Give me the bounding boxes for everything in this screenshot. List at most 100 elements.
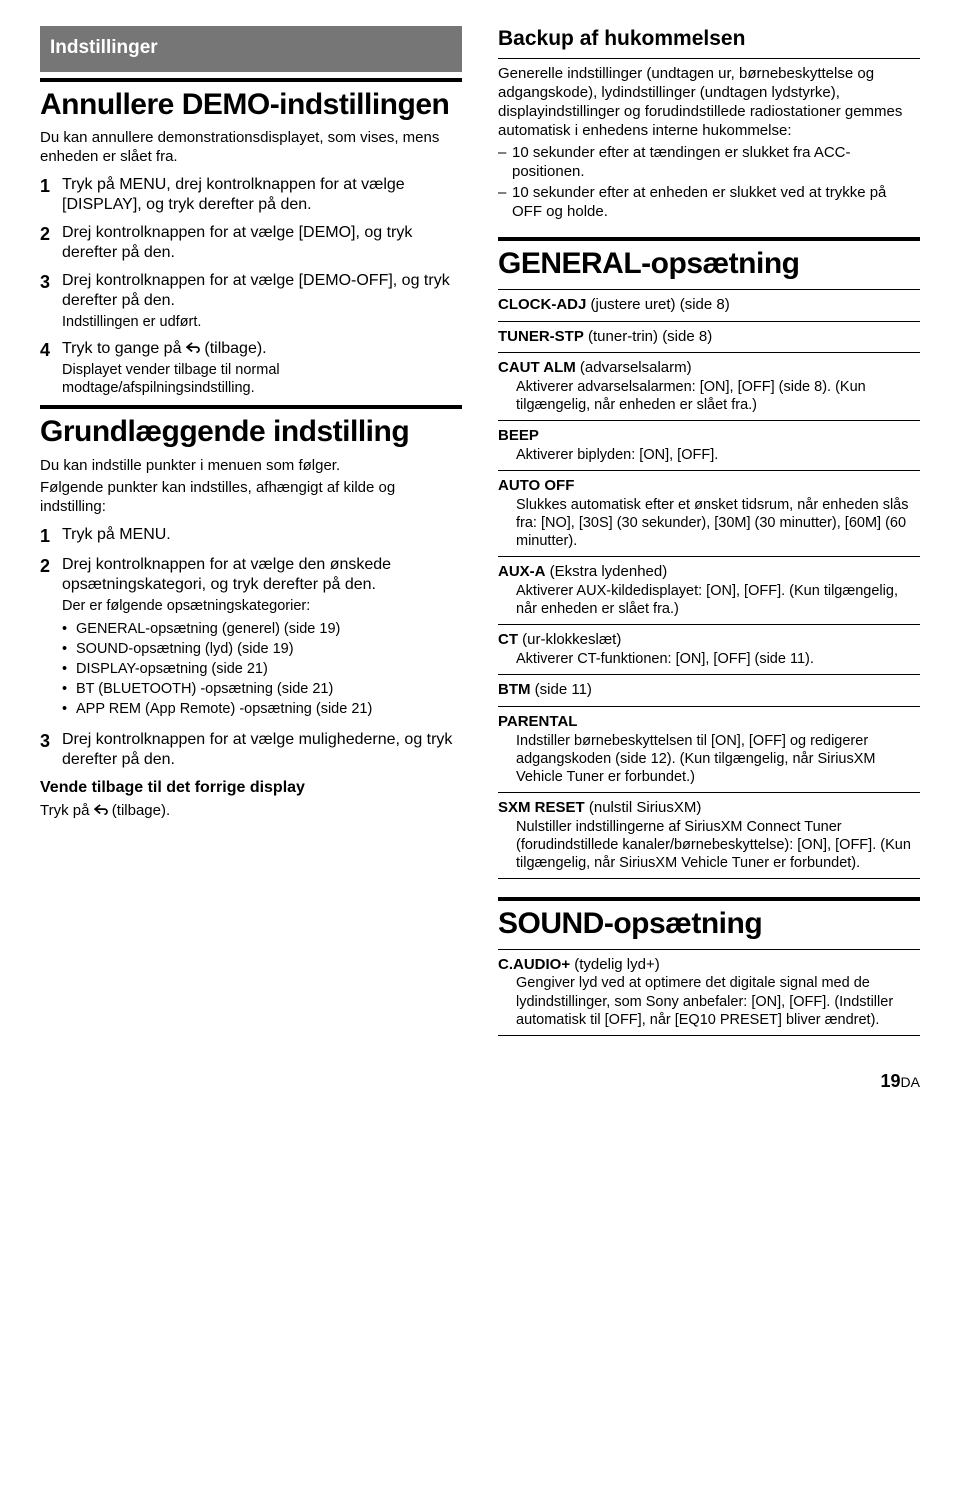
step-subtext: Der er følgende opsætningskategorier:: [62, 597, 462, 615]
setting-title-line: AUTO OFF: [498, 477, 920, 496]
step-text: Drej kontrolknappen for at vælge den øns…: [62, 555, 462, 595]
setting-title: CT: [498, 631, 518, 648]
setting-title-line: CT (ur-klokkeslæt): [498, 631, 920, 650]
bullet-text: APP REM (App Remote) -opsætning (side 21…: [76, 700, 372, 718]
setting-title: AUTO OFF: [498, 477, 574, 494]
divider: [498, 949, 920, 950]
setting-title-line: BEEP: [498, 427, 920, 446]
dash-item: –10 sekunder efter at tændingen er slukk…: [498, 144, 920, 182]
bullet-text: DISPLAY-opsætning (side 21): [76, 660, 268, 678]
step: 1 Tryk på MENU, drej kontrolknappen for …: [40, 175, 462, 215]
heading-backup: Backup af hukommelsen: [498, 26, 920, 52]
step-number: 1: [40, 175, 62, 215]
step: 3 Drej kontrolknappen for at vælge [DEMO…: [40, 271, 462, 331]
back-text: Tryk på (tilbage).: [40, 802, 462, 821]
setting-title-line: CAUT ALM (advarselsalarm): [498, 359, 920, 378]
back-text-pre: Tryk på: [40, 802, 94, 819]
dash-item: –10 sekunder efter at enheden er slukket…: [498, 184, 920, 222]
dash-icon: –: [498, 184, 512, 222]
step: 1 Tryk på MENU.: [40, 525, 462, 548]
setting-title-line: TUNER-STP (tuner-trin) (side 8): [498, 328, 920, 347]
setting-description: Aktiverer advarselsalarmen: [ON], [OFF] …: [516, 378, 920, 414]
divider: [498, 792, 920, 793]
setting-description: Slukkes automatisk efter et ønsket tidsr…: [516, 496, 920, 550]
step-text: Tryk på MENU, drej kontrolknappen for at…: [62, 175, 462, 215]
setting-title: CLOCK-ADJ: [498, 296, 586, 313]
step-number: 2: [40, 555, 62, 722]
setting-description: Aktiverer CT-funktionen: [ON], [OFF] (si…: [516, 650, 920, 668]
back-text-post: (tilbage).: [108, 802, 171, 819]
intro-text: Du kan annullere demonstrationsdisplayet…: [40, 129, 462, 167]
setting-title-extra: (side 11): [531, 681, 592, 698]
two-column-layout: Indstillinger Annullere DEMO-indstilling…: [40, 26, 920, 1042]
setting-title: PARENTAL: [498, 713, 577, 730]
setting-title-extra: (Ekstra lydenhed): [546, 563, 668, 580]
section-label: Indstillinger: [40, 26, 462, 72]
divider: [498, 58, 920, 59]
right-column: Backup af hukommelsen Generelle indstill…: [498, 26, 920, 1042]
setting-item: BTM (side 11): [498, 681, 920, 700]
setting-title-extra: (tuner-trin) (side 8): [584, 328, 712, 345]
setting-title-extra: (nulstil SiriusXM): [585, 799, 702, 816]
bullet-text: GENERAL-opsætning (generel) (side 19): [76, 620, 340, 638]
list-item: •APP REM (App Remote) -opsætning (side 2…: [62, 700, 462, 718]
setting-title-line: CLOCK-ADJ (justere uret) (side 8): [498, 296, 920, 315]
step: 3 Drej kontrolknappen for at vælge mulig…: [40, 730, 462, 770]
intro-text: Følgende punkter kan indstilles, afhængi…: [40, 479, 462, 517]
list-item: •DISPLAY-opsætning (side 21): [62, 660, 462, 678]
setting-item: AUTO OFF Slukkes automatisk efter et ønsk…: [498, 477, 920, 550]
setting-description: Aktiverer biplyden: [ON], [OFF].: [516, 446, 920, 464]
step-text: Drej kontrolknappen for at vælge [DEMO],…: [62, 223, 462, 263]
divider: [498, 706, 920, 707]
setting-item: BEEP Aktiverer biplyden: [ON], [OFF].: [498, 427, 920, 464]
divider: [40, 78, 462, 82]
intro-text: Du kan indstille punkter i menuen som fø…: [40, 457, 462, 476]
divider: [498, 352, 920, 353]
step-number: 1: [40, 525, 62, 548]
sound-settings-list: C.AUDIO+ (tydelig lyd+)Gengiver lyd ved …: [498, 956, 920, 1036]
bullet-text: SOUND-opsætning (lyd) (side 19): [76, 640, 294, 658]
setting-item: CLOCK-ADJ (justere uret) (side 8): [498, 296, 920, 315]
general-settings-list: CLOCK-ADJ (justere uret) (side 8) TUNER-S…: [498, 296, 920, 879]
setting-title-line: SXM RESET (nulstil SiriusXM): [498, 799, 920, 818]
heading-annullere-demo: Annullere DEMO-indstillingen: [40, 86, 462, 124]
divider: [498, 420, 920, 421]
setting-title: CAUT ALM: [498, 359, 576, 376]
step: 2 Drej kontrolknappen for at vælge den ø…: [40, 555, 462, 722]
heading-sound: SOUND-opsætning: [498, 905, 920, 943]
heading-grundlaeggende: Grundlæggende indstilling: [40, 413, 462, 451]
page-number: 19: [881, 1071, 901, 1091]
subheading-vende-tilbage: Vende tilbage til det forrige display: [40, 778, 462, 798]
step-subtext: Displayet vender tilbage til normal modt…: [62, 361, 462, 397]
step-subtext: Indstillingen er udført.: [62, 313, 462, 331]
setting-item: CT (ur-klokkeslæt)Aktiverer CT-funktione…: [498, 631, 920, 668]
setting-title-line: BTM (side 11): [498, 681, 920, 700]
step-text: Drej kontrolknappen for at vælge [DEMO-O…: [62, 271, 462, 311]
setting-description: Indstiller børnebeskyttelsen til [ON], […: [516, 732, 920, 786]
list-item: •GENERAL-opsætning (generel) (side 19): [62, 620, 462, 638]
setting-title-line: PARENTAL: [498, 713, 920, 732]
divider: [498, 674, 920, 675]
step-text-pre: Tryk to gange på: [62, 340, 186, 357]
setting-title: BEEP: [498, 427, 539, 444]
page-footer: 19DA: [40, 1070, 920, 1093]
divider: [498, 321, 920, 322]
bullet-list: •GENERAL-opsætning (generel) (side 19) •…: [62, 620, 462, 719]
bullet-icon: •: [62, 660, 76, 678]
dash-icon: –: [498, 144, 512, 182]
backup-body: Generelle indstillinger (undtagen ur, bø…: [498, 65, 920, 140]
setting-description: Aktiverer AUX-kildedisplayet: [ON], [OFF…: [516, 582, 920, 618]
setting-title-extra: (ur-klokkeslæt): [518, 631, 621, 648]
divider: [498, 470, 920, 471]
setting-item: AUX-A (Ekstra lydenhed)Aktiverer AUX-kil…: [498, 563, 920, 618]
setting-title: C.AUDIO+: [498, 956, 570, 973]
divider: [498, 624, 920, 625]
step: 2 Drej kontrolknappen for at vælge [DEMO…: [40, 223, 462, 263]
heading-general: GENERAL-opsætning: [498, 245, 920, 283]
steps-list-1: 1 Tryk på MENU, drej kontrolknappen for …: [40, 175, 462, 397]
back-icon: [94, 804, 108, 816]
divider: [498, 289, 920, 290]
divider: [40, 405, 462, 409]
setting-title-line: C.AUDIO+ (tydelig lyd+): [498, 956, 920, 975]
step-number: 4: [40, 339, 62, 397]
